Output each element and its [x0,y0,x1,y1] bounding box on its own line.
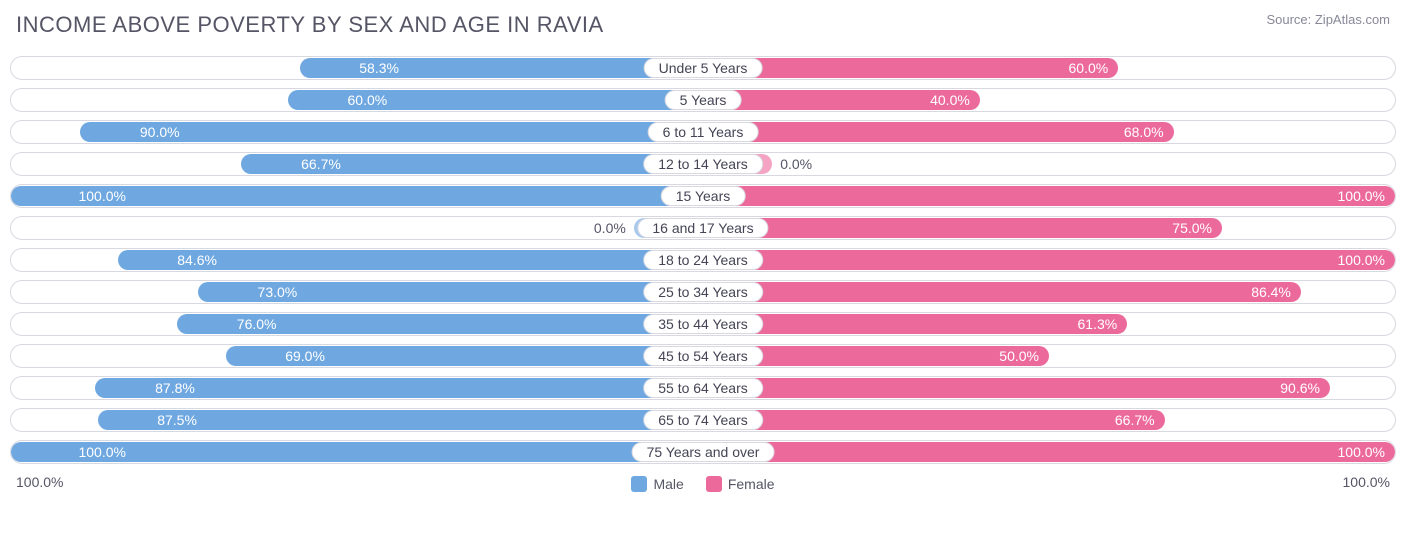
category-label: 25 to 34 Years [643,282,763,302]
chart-row: 87.8% 90.6% 55 to 64 Years [10,376,1396,400]
category-label: 15 Years [661,186,746,206]
female-bar [703,442,1395,462]
female-bar [703,250,1395,270]
chart-area: 58.3% 60.0% Under 5 Years 60.0% 40.0% 5 Years… [10,56,1396,464]
male-value-label: 58.3% [349,60,399,76]
female-swatch-icon [706,476,722,492]
male-value-label: 76.0% [227,316,277,332]
male-value-label: 84.6% [167,252,217,268]
category-label: 45 to 54 Years [643,346,763,366]
female-value-label: 100.0% [1338,444,1395,460]
male-value-label: 100.0% [68,188,125,204]
female-bar [703,314,1127,334]
legend-male-label: Male [653,476,683,492]
female-value-label: 40.0% [930,92,980,108]
category-label: 5 Years [665,90,742,110]
female-value-label: 61.3% [1078,316,1128,332]
legend: Male Female [10,476,1396,492]
female-value-label: 50.0% [999,348,1049,364]
female-value-label: 75.0% [1172,220,1222,236]
female-value-label: 90.6% [1280,380,1330,396]
female-value-label: 100.0% [1338,252,1395,268]
legend-male: Male [631,476,683,492]
chart-row: 0.0% 75.0% 16 and 17 Years [10,216,1396,240]
category-label: 18 to 24 Years [643,250,763,270]
category-label: 75 Years and over [632,442,775,462]
female-value-label: 0.0% [772,156,812,172]
male-value-label: 73.0% [248,284,298,300]
male-value-label: 90.0% [130,124,180,140]
male-value-label: 100.0% [68,444,125,460]
chart-row: 84.6% 100.0% 18 to 24 Years [10,248,1396,272]
chart-row: 87.5% 66.7% 65 to 74 Years [10,408,1396,432]
legend-female-label: Female [728,476,775,492]
female-value-label: 66.7% [1115,412,1165,428]
male-value-label: 69.0% [275,348,325,364]
category-label: 6 to 11 Years [648,122,759,142]
category-label: 16 and 17 Years [637,218,768,238]
axis-left-label: 100.0% [16,474,63,490]
male-value-label: 60.0% [338,92,388,108]
chart-row: 69.0% 50.0% 45 to 54 Years [10,344,1396,368]
category-label: 12 to 14 Years [643,154,763,174]
chart-row: 60.0% 40.0% 5 Years [10,88,1396,112]
axis-right-label: 100.0% [1343,474,1390,490]
category-label: 35 to 44 Years [643,314,763,334]
male-value-label: 66.7% [291,156,341,172]
male-swatch-icon [631,476,647,492]
chart-row: 73.0% 86.4% 25 to 34 Years [10,280,1396,304]
chart-row: 100.0% 100.0% 15 Years [10,184,1396,208]
male-value-label: 87.8% [145,380,195,396]
female-bar [703,186,1395,206]
chart-row: 90.0% 68.0% 6 to 11 Years [10,120,1396,144]
female-bar [703,282,1301,302]
female-bar [703,58,1118,78]
female-bar [703,218,1222,238]
category-label: 65 to 74 Years [643,410,763,430]
source-label: Source: ZipAtlas.com [1266,12,1390,27]
female-bar [703,410,1165,430]
female-value-label: 100.0% [1338,188,1395,204]
chart-title: INCOME ABOVE POVERTY BY SEX AND AGE IN R… [16,12,604,38]
category-label: Under 5 Years [644,58,763,78]
female-value-label: 86.4% [1251,284,1301,300]
chart-row: 100.0% 100.0% 75 Years and over [10,440,1396,464]
chart-row: 76.0% 61.3% 35 to 44 Years [10,312,1396,336]
female-bar [703,378,1330,398]
chart-row: 58.3% 60.0% Under 5 Years [10,56,1396,80]
male-value-label: 87.5% [147,412,197,428]
category-label: 55 to 64 Years [643,378,763,398]
chart-row: 66.7% 0.0% 12 to 14 Years [10,152,1396,176]
legend-female: Female [706,476,775,492]
female-value-label: 68.0% [1124,124,1174,140]
female-bar [703,122,1174,142]
male-value-label: 0.0% [594,220,634,236]
female-value-label: 60.0% [1069,60,1119,76]
